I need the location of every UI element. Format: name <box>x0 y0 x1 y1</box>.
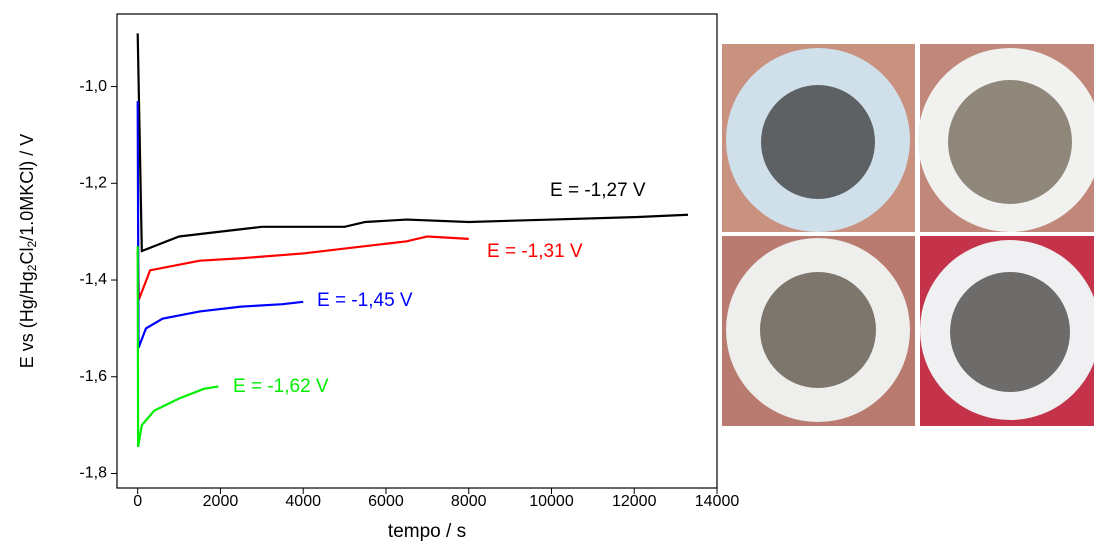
photo-electrode <box>948 80 1072 204</box>
photo-electrode <box>761 85 875 199</box>
y-label-sub: 2 <box>25 264 39 271</box>
x-axis-label: tempo / s <box>388 521 466 542</box>
series-label: E = -1,27 V <box>550 180 646 201</box>
x-tick-label: 4000 <box>285 493 321 510</box>
y-tick-label: -1,2 <box>79 175 107 192</box>
y-tick-label: -1,6 <box>79 368 107 385</box>
photo-electrode <box>760 272 876 388</box>
y-tick-label: -1,0 <box>79 78 107 95</box>
x-tick-label: 12000 <box>612 493 657 510</box>
series-line <box>136 235 469 300</box>
series-line <box>136 101 304 349</box>
y-label-sub: 2 <box>25 241 39 248</box>
x-tick-label: 8000 <box>451 493 487 510</box>
x-tick-label: 6000 <box>368 493 404 510</box>
series-label: E = -1,45 V <box>317 290 413 311</box>
series-label: E = -1,62 V <box>233 376 329 397</box>
y-axis-label: E vs (Hg/Hg2Cl2/1.0MKCl) / V <box>17 134 39 368</box>
y-tick-label: -1,8 <box>79 465 107 482</box>
plot-frame <box>116 13 718 489</box>
x-tick-label: 2000 <box>203 493 239 510</box>
x-tick-label: 14000 <box>695 493 740 510</box>
photo-electrode <box>950 272 1070 392</box>
x-tick-label: 0 <box>133 493 142 510</box>
series-line <box>136 246 219 448</box>
y-tick-label: -1,4 <box>79 271 107 288</box>
y-label-part: /1.0MKCl) / V <box>17 134 37 241</box>
photos <box>722 44 1094 426</box>
series-label: E = -1,31 V <box>487 241 583 262</box>
y-label-part: E vs (Hg/Hg <box>17 271 37 368</box>
y-label-part: Cl <box>17 248 37 265</box>
x-tick-label: 10000 <box>529 493 574 510</box>
series-line <box>136 33 689 253</box>
